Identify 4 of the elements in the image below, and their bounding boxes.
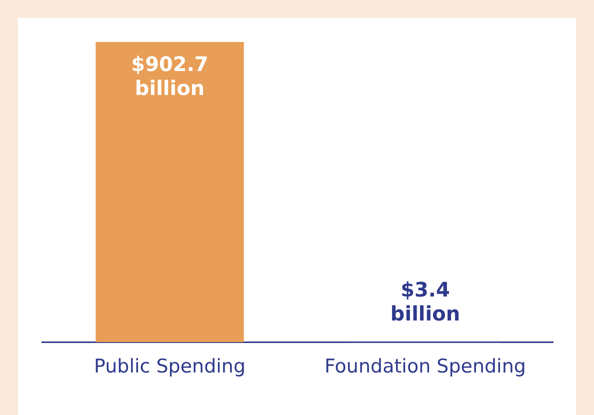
data-label: $3.4 billion: [390, 277, 460, 326]
data-label: $902.7 billion: [131, 52, 208, 100]
x-tick-label: Public Spending: [94, 356, 246, 378]
x-tick-label: Foundation Spending: [324, 356, 526, 378]
